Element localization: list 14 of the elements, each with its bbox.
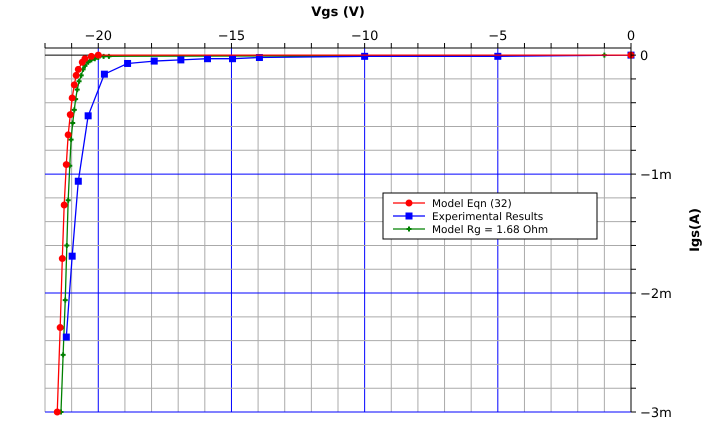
y-tick-label: −1m xyxy=(640,168,672,184)
legend-label: Model Eqn (32) xyxy=(432,198,512,210)
x-tick-label: −5 xyxy=(488,29,508,44)
y-axis-title: Igs(A) xyxy=(688,208,703,252)
x-tick-label: −10 xyxy=(350,29,378,44)
y-tick-label: 0 xyxy=(640,49,648,64)
x-tick-label: −20 xyxy=(84,29,112,44)
y-tick-label: −2m xyxy=(640,287,672,302)
x-tick-label: −15 xyxy=(218,29,246,44)
legend-label: Model Rg = 1.68 Ohm xyxy=(432,224,548,236)
legend-label: Experimental Results xyxy=(432,211,544,223)
x-axis-title: Vgs (V) xyxy=(311,5,365,20)
x-tick-label: 0 xyxy=(626,29,636,44)
y-tick-label: −3m xyxy=(640,406,672,421)
